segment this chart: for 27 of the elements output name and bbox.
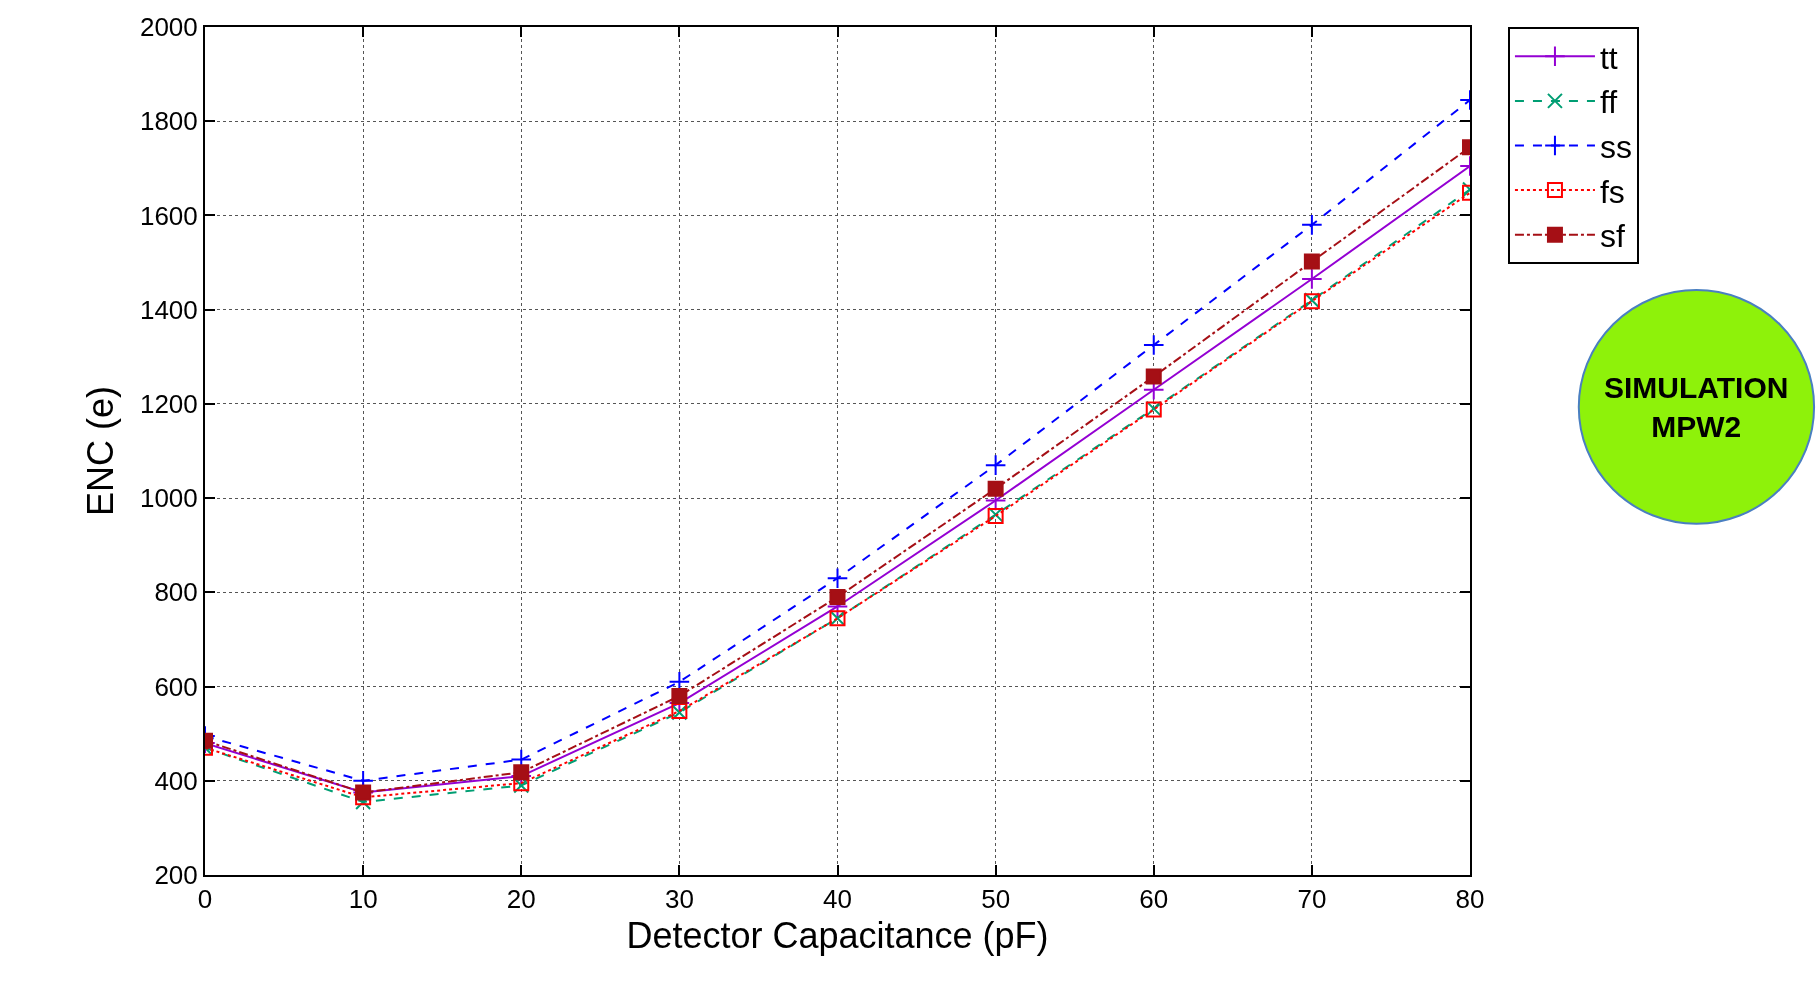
legend-label: ss	[1599, 128, 1632, 165]
x-tick-label: 60	[1139, 884, 1169, 915]
x-tick-label: 10	[348, 884, 378, 915]
y-tick-label: 1400	[139, 294, 198, 325]
x-tick-label: 50	[981, 884, 1011, 915]
x-tick-label: 70	[1297, 884, 1327, 915]
x-tick-label: 30	[664, 884, 694, 915]
x-tick-label: 20	[506, 884, 536, 915]
y-tick-label: 1200	[139, 388, 198, 419]
y-tick-label: 200	[154, 860, 198, 891]
x-tick-label: 80	[1455, 884, 1485, 915]
legend-label: tt	[1599, 39, 1618, 76]
y-tick-label: 1800	[139, 106, 198, 137]
y-axis-title: ENC (e)	[80, 385, 122, 517]
y-tick-label: 2000	[139, 12, 198, 43]
x-tick-label: 0	[197, 884, 213, 915]
legend-label: fs	[1599, 173, 1625, 210]
legend-label: ff	[1599, 84, 1618, 121]
y-tick-label: 600	[154, 671, 198, 702]
x-tick-label: 40	[823, 884, 852, 915]
legend-label: sf	[1599, 218, 1625, 255]
y-tick-label: 400	[154, 765, 198, 796]
y-tick-label: 1000	[139, 483, 198, 514]
text: SIMULATION MPW2	[1604, 371, 1789, 443]
x-axis-title: Detector Capacitance (pF)	[626, 915, 1049, 957]
y-tick-label: 800	[154, 577, 198, 608]
y-tick-label: 1600	[139, 200, 198, 231]
